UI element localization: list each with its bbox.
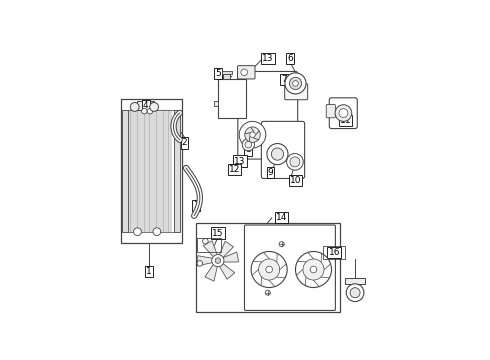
Circle shape	[293, 81, 298, 86]
Bar	[222, 72, 232, 74]
FancyBboxPatch shape	[326, 104, 335, 118]
Bar	[121, 99, 182, 243]
Circle shape	[339, 109, 348, 117]
Bar	[122, 110, 128, 232]
Circle shape	[265, 290, 270, 295]
Circle shape	[153, 228, 161, 235]
Circle shape	[335, 105, 352, 121]
Polygon shape	[220, 241, 233, 258]
Circle shape	[267, 144, 288, 165]
Circle shape	[242, 139, 254, 151]
Bar	[223, 74, 230, 79]
Text: 10: 10	[290, 176, 301, 185]
Text: 8: 8	[245, 145, 251, 154]
Circle shape	[310, 266, 317, 273]
Text: 13: 13	[234, 157, 246, 166]
Text: 1: 1	[146, 267, 151, 276]
Circle shape	[245, 141, 252, 148]
Circle shape	[239, 121, 266, 148]
Circle shape	[271, 148, 284, 160]
FancyBboxPatch shape	[238, 66, 255, 79]
Bar	[345, 278, 365, 284]
Text: 15: 15	[212, 229, 223, 238]
Circle shape	[203, 238, 208, 244]
Circle shape	[303, 259, 324, 280]
Circle shape	[134, 228, 141, 235]
FancyBboxPatch shape	[261, 121, 305, 179]
Bar	[196, 223, 340, 312]
Circle shape	[251, 252, 287, 288]
Bar	[138, 102, 154, 110]
Circle shape	[245, 127, 260, 143]
Polygon shape	[220, 264, 235, 279]
Circle shape	[149, 103, 159, 111]
FancyBboxPatch shape	[329, 98, 357, 129]
Circle shape	[290, 157, 300, 167]
FancyBboxPatch shape	[285, 84, 308, 100]
Circle shape	[250, 132, 255, 138]
Circle shape	[346, 284, 364, 302]
Bar	[214, 102, 218, 107]
Text: 16: 16	[328, 248, 340, 257]
Text: 6: 6	[287, 54, 293, 63]
Text: 12: 12	[229, 165, 240, 174]
Circle shape	[350, 288, 360, 298]
FancyBboxPatch shape	[238, 72, 298, 159]
Circle shape	[290, 77, 301, 90]
Text: 4: 4	[143, 101, 148, 110]
Circle shape	[130, 103, 139, 111]
Circle shape	[259, 259, 280, 280]
Circle shape	[279, 242, 284, 247]
Circle shape	[266, 266, 272, 273]
Polygon shape	[203, 241, 218, 257]
Text: 2: 2	[182, 139, 187, 148]
Text: 11: 11	[340, 116, 351, 125]
Text: 14: 14	[276, 213, 287, 222]
Text: 9: 9	[268, 168, 273, 177]
Circle shape	[142, 108, 147, 114]
Text: 7: 7	[282, 75, 287, 84]
Polygon shape	[205, 264, 218, 281]
Bar	[323, 246, 345, 258]
Bar	[197, 238, 220, 252]
Bar	[218, 79, 245, 118]
Circle shape	[215, 258, 221, 264]
Circle shape	[197, 261, 203, 266]
Polygon shape	[197, 256, 213, 266]
Bar	[174, 110, 180, 232]
Text: 3: 3	[193, 201, 198, 210]
Circle shape	[285, 73, 306, 94]
FancyBboxPatch shape	[245, 225, 335, 310]
Polygon shape	[222, 252, 239, 262]
Circle shape	[241, 69, 247, 76]
Circle shape	[295, 252, 332, 288]
Text: 5: 5	[215, 69, 221, 78]
Circle shape	[147, 108, 153, 114]
Circle shape	[287, 153, 303, 170]
Circle shape	[212, 255, 224, 267]
Text: 13: 13	[262, 54, 273, 63]
